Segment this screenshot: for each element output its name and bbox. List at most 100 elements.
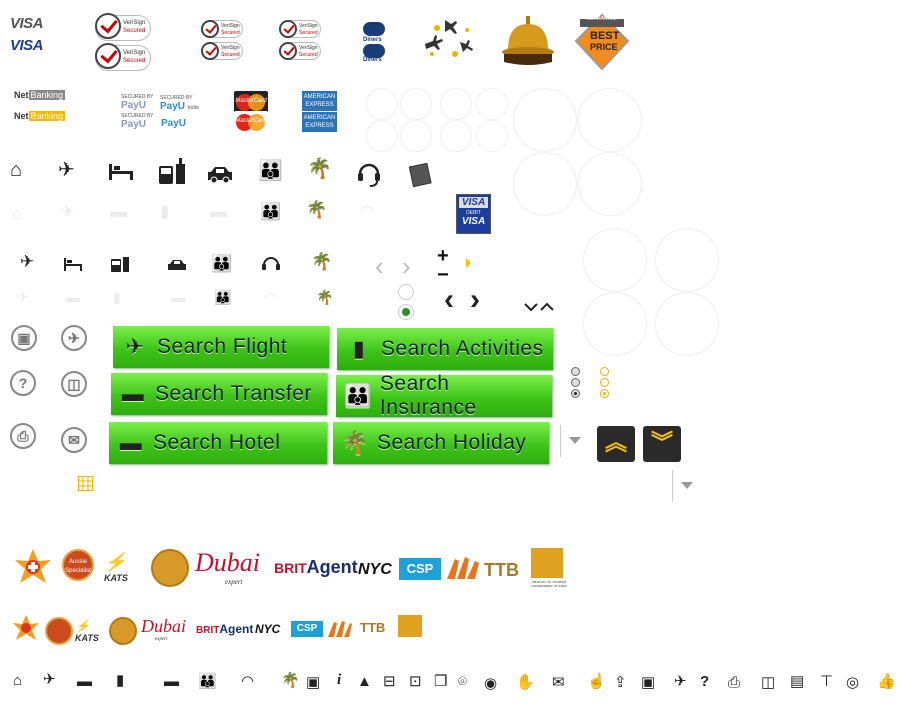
car-icon-small[interactable]: [167, 259, 187, 273]
radio-grey[interactable]: [571, 378, 580, 387]
upload-icon[interactable]: ⇪: [614, 674, 627, 691]
hotel-icon[interactable]: ▬: [77, 673, 92, 690]
diners-label: Diners: [363, 37, 382, 43]
lock-icon[interactable]: ⊡: [409, 673, 422, 690]
print-icon[interactable]: ⎙: [10, 423, 36, 449]
dropdown-caret-icon[interactable]: [681, 482, 693, 489]
users-icon[interactable]: ▲: [357, 673, 372, 690]
best-price-badge: [574, 13, 630, 71]
clipboard-icon[interactable]: ▤: [790, 673, 805, 690]
palm-icon[interactable]: 🌴: [281, 672, 300, 689]
grid-icon[interactable]: [78, 476, 93, 491]
payu-logo-small: SECURED BY PayU: [121, 113, 154, 130]
radio-yellow-selected[interactable]: [600, 389, 609, 398]
help-icon[interactable]: ?: [10, 370, 36, 396]
signpost-icon[interactable]: ⊤: [820, 673, 834, 690]
faint-circle: [400, 88, 432, 120]
flight-icon[interactable]: ✈: [43, 671, 56, 688]
collapse-expand-chevrons-icon[interactable]: [523, 300, 555, 312]
help-icon[interactable]: ?: [700, 673, 710, 690]
guide-book-icon[interactable]: [408, 162, 434, 188]
csp-logo-small: CSP: [291, 621, 323, 637]
flight-circle-icon[interactable]: ✈: [61, 325, 87, 351]
ttb-logo: TTB: [484, 560, 519, 580]
print-icon[interactable]: ⎙: [728, 674, 741, 691]
popup-icon[interactable]: ◫: [61, 371, 87, 397]
holiday-palm-icon[interactable]: 🌴: [307, 158, 332, 180]
gallery-icon[interactable]: ▣: [306, 674, 321, 691]
next-arrow-grey-icon[interactable]: ›: [402, 251, 411, 281]
flight-icon-small[interactable]: ✈: [20, 252, 35, 271]
scroll-up-button[interactable]: ︽: [597, 426, 635, 462]
checkmark-icon: [95, 13, 121, 39]
faint-circle: [583, 292, 647, 356]
radio-selected[interactable]: [398, 304, 414, 320]
support-headset-icon[interactable]: [357, 160, 381, 188]
briefcase-icon[interactable]: ▣: [641, 674, 656, 691]
ttb-logo-small: TTB: [360, 620, 386, 635]
headset-icon-small[interactable]: [261, 254, 281, 276]
search-holiday-button[interactable]: 🌴 Search Holiday: [333, 422, 549, 464]
search-hotel-button[interactable]: ▬ Search Hotel: [109, 422, 327, 464]
touch-icon[interactable]: ☝: [587, 673, 606, 690]
prev-arrow-icon[interactable]: ‹: [444, 283, 454, 316]
family-icon[interactable]: 👪: [198, 673, 217, 690]
plus-icon[interactable]: +: [437, 245, 449, 267]
email-icon[interactable]: ✉: [61, 427, 87, 453]
dropdown-caret-icon[interactable]: [569, 437, 581, 444]
info-icon[interactable]: i: [337, 672, 342, 688]
handshake-icon[interactable]: ✋: [516, 674, 535, 691]
radio-yellow[interactable]: [600, 378, 609, 387]
home-icon[interactable]: ⌂: [13, 672, 23, 689]
net-banking-logo-yellow: Net Banking: [14, 111, 66, 121]
headset-icon[interactable]: ◠: [241, 673, 255, 690]
activities-icon-small[interactable]: [110, 253, 130, 273]
bed-icon: ▬: [119, 430, 143, 455]
faint-circle: [400, 120, 432, 152]
nyc-logo-small: NYC: [255, 622, 281, 636]
search-flight-button[interactable]: ✈ Search Flight: [113, 326, 329, 368]
copy-icon[interactable]: ❐: [434, 673, 448, 690]
csp-logo: CSP: [399, 558, 441, 580]
radio-grey-selected[interactable]: [571, 389, 580, 398]
popup-icon[interactable]: ◫: [761, 674, 776, 691]
radio-grey[interactable]: [571, 367, 580, 376]
amex-logo: AMERICAN EXPRESS: [302, 112, 337, 132]
next-arrow-icon[interactable]: ›: [470, 283, 480, 316]
hotel-bed-icon[interactable]: [108, 162, 134, 182]
car-icon[interactable]: ▬: [164, 673, 179, 690]
swiss-star-logo: [15, 549, 51, 583]
group-circle-icon[interactable]: ◎: [846, 674, 860, 691]
family-icon-small[interactable]: 👪: [211, 254, 233, 273]
play-yellow-icon[interactable]: [466, 258, 471, 268]
best-price-top-text: GUARANTEE: [586, 16, 618, 22]
activities-icon[interactable]: ▮: [116, 672, 125, 689]
faint-circle: [578, 88, 642, 152]
transfer-car-icon[interactable]: [207, 166, 233, 184]
home-icon[interactable]: ⌂: [10, 159, 23, 181]
minus-icon[interactable]: −: [437, 264, 449, 286]
search-activities-button[interactable]: ▮ Search Activities: [337, 328, 553, 370]
radio-empty[interactable]: [398, 284, 414, 300]
radio-yellow[interactable]: [600, 367, 609, 376]
departure-icon[interactable]: ✈: [674, 673, 687, 690]
mail-open-icon[interactable]: ✉: [552, 674, 565, 691]
insurance-family-icon[interactable]: 👪: [258, 160, 283, 182]
search-transfer-button[interactable]: ▬ Search Transfer: [111, 373, 327, 415]
activities-icon[interactable]: [158, 158, 186, 186]
sign-icon[interactable]: ⊟: [383, 673, 396, 690]
search-insurance-button[interactable]: 👪 Search Insurance: [336, 372, 552, 419]
flight-icon[interactable]: ✈: [58, 159, 75, 181]
scroll-down-button[interactable]: ︾: [643, 426, 681, 462]
palm-icon-small[interactable]: 🌴: [311, 252, 333, 271]
eye-icon[interactable]: ◉: [484, 675, 498, 692]
nyc-logo: NYC: [358, 561, 392, 578]
verisign-badge-small: VeriSign Secured: [279, 20, 321, 38]
location-pin-icon[interactable]: ⌾: [458, 673, 468, 690]
aussie-specialist-logo-small: [45, 617, 73, 645]
prev-arrow-grey-icon[interactable]: ‹: [375, 251, 384, 281]
hotel-icon-small[interactable]: [63, 257, 83, 273]
activities-icon: ▮: [352, 336, 366, 361]
thumbs-up-icon[interactable]: 👍: [877, 673, 896, 690]
briefcase-icon[interactable]: ▣: [11, 325, 37, 351]
